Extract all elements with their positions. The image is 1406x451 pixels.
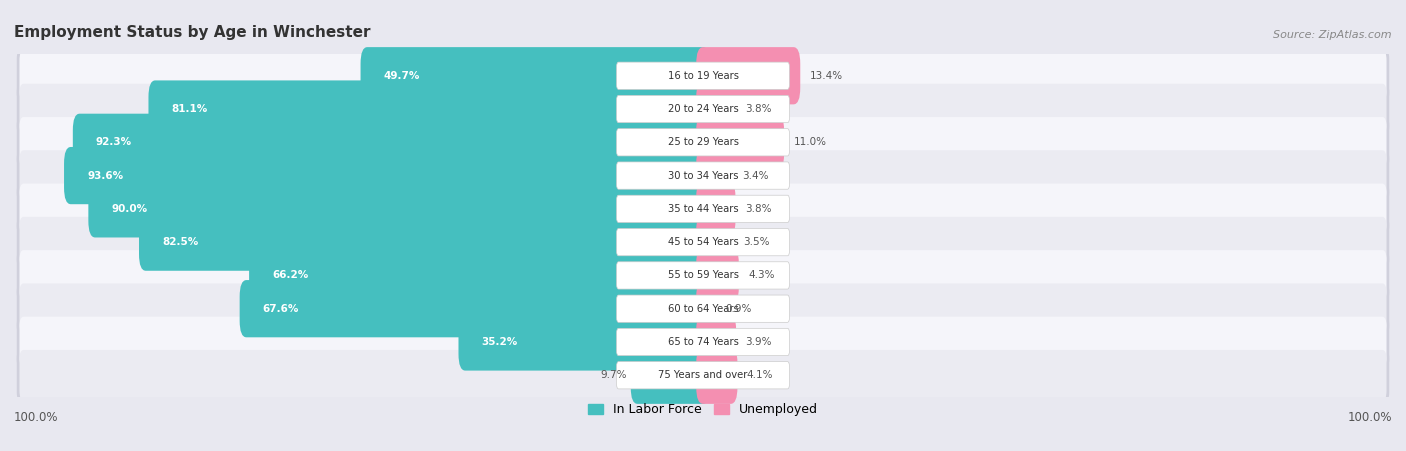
FancyBboxPatch shape [20, 217, 1386, 267]
FancyBboxPatch shape [20, 150, 1386, 201]
Text: 4.3%: 4.3% [748, 271, 775, 281]
FancyBboxPatch shape [617, 229, 789, 256]
FancyBboxPatch shape [617, 129, 789, 156]
Text: 25 to 29 Years: 25 to 29 Years [668, 137, 738, 147]
Text: Source: ZipAtlas.com: Source: ZipAtlas.com [1274, 30, 1392, 41]
FancyBboxPatch shape [617, 95, 789, 123]
FancyBboxPatch shape [17, 249, 1389, 302]
Text: 3.8%: 3.8% [745, 204, 772, 214]
FancyBboxPatch shape [696, 47, 800, 104]
Text: 35 to 44 Years: 35 to 44 Years [668, 204, 738, 214]
FancyBboxPatch shape [696, 280, 716, 337]
Text: 0.9%: 0.9% [725, 304, 752, 314]
FancyBboxPatch shape [696, 213, 734, 271]
Text: 81.1%: 81.1% [172, 104, 208, 114]
FancyBboxPatch shape [17, 116, 1389, 169]
Text: 9.7%: 9.7% [600, 370, 627, 380]
FancyBboxPatch shape [20, 250, 1386, 301]
FancyBboxPatch shape [20, 317, 1386, 367]
Text: 60 to 64 Years: 60 to 64 Years [668, 304, 738, 314]
FancyBboxPatch shape [17, 83, 1389, 136]
Text: 90.0%: 90.0% [111, 204, 148, 214]
Text: 55 to 59 Years: 55 to 59 Years [668, 271, 738, 281]
FancyBboxPatch shape [149, 80, 710, 138]
FancyBboxPatch shape [696, 247, 738, 304]
FancyBboxPatch shape [239, 280, 710, 337]
Text: 93.6%: 93.6% [87, 170, 124, 180]
FancyBboxPatch shape [20, 283, 1386, 334]
FancyBboxPatch shape [617, 162, 789, 189]
Text: 100.0%: 100.0% [14, 410, 59, 423]
Text: 20 to 24 Years: 20 to 24 Years [668, 104, 738, 114]
FancyBboxPatch shape [139, 213, 710, 271]
Text: 66.2%: 66.2% [273, 271, 308, 281]
FancyBboxPatch shape [89, 180, 710, 238]
Text: 49.7%: 49.7% [384, 71, 420, 81]
Text: 13.4%: 13.4% [810, 71, 842, 81]
FancyBboxPatch shape [617, 262, 789, 289]
Text: 16 to 19 Years: 16 to 19 Years [668, 71, 738, 81]
FancyBboxPatch shape [20, 51, 1386, 101]
Text: 100.0%: 100.0% [1347, 410, 1392, 423]
FancyBboxPatch shape [20, 184, 1386, 234]
FancyBboxPatch shape [17, 282, 1389, 335]
Text: 3.5%: 3.5% [742, 237, 769, 247]
Text: 3.4%: 3.4% [742, 170, 769, 180]
FancyBboxPatch shape [20, 350, 1386, 400]
FancyBboxPatch shape [617, 62, 789, 89]
FancyBboxPatch shape [617, 295, 789, 322]
FancyBboxPatch shape [20, 117, 1386, 168]
Text: 82.5%: 82.5% [162, 237, 198, 247]
FancyBboxPatch shape [696, 313, 737, 371]
Text: 11.0%: 11.0% [793, 137, 827, 147]
FancyBboxPatch shape [17, 49, 1389, 102]
FancyBboxPatch shape [696, 114, 785, 171]
Legend: In Labor Force, Unemployed: In Labor Force, Unemployed [583, 399, 823, 422]
FancyBboxPatch shape [696, 147, 733, 204]
Text: 92.3%: 92.3% [96, 137, 132, 147]
Text: Employment Status by Age in Winchester: Employment Status by Age in Winchester [14, 25, 371, 41]
Text: 4.1%: 4.1% [747, 370, 773, 380]
Text: 3.9%: 3.9% [745, 337, 772, 347]
Text: 45 to 54 Years: 45 to 54 Years [668, 237, 738, 247]
FancyBboxPatch shape [17, 315, 1389, 368]
FancyBboxPatch shape [617, 362, 789, 389]
Text: 30 to 34 Years: 30 to 34 Years [668, 170, 738, 180]
FancyBboxPatch shape [17, 216, 1389, 269]
FancyBboxPatch shape [249, 247, 710, 304]
FancyBboxPatch shape [17, 349, 1389, 402]
FancyBboxPatch shape [696, 80, 735, 138]
FancyBboxPatch shape [696, 180, 735, 238]
FancyBboxPatch shape [17, 182, 1389, 235]
FancyBboxPatch shape [360, 47, 710, 104]
FancyBboxPatch shape [73, 114, 710, 171]
FancyBboxPatch shape [617, 195, 789, 222]
FancyBboxPatch shape [17, 149, 1389, 202]
Text: 65 to 74 Years: 65 to 74 Years [668, 337, 738, 347]
Text: 35.2%: 35.2% [481, 337, 517, 347]
FancyBboxPatch shape [65, 147, 710, 204]
Text: 67.6%: 67.6% [263, 304, 299, 314]
Text: 75 Years and over: 75 Years and over [658, 370, 748, 380]
FancyBboxPatch shape [617, 328, 789, 356]
Text: 3.8%: 3.8% [745, 104, 772, 114]
FancyBboxPatch shape [696, 347, 738, 404]
FancyBboxPatch shape [631, 347, 710, 404]
FancyBboxPatch shape [20, 84, 1386, 134]
FancyBboxPatch shape [458, 313, 710, 371]
